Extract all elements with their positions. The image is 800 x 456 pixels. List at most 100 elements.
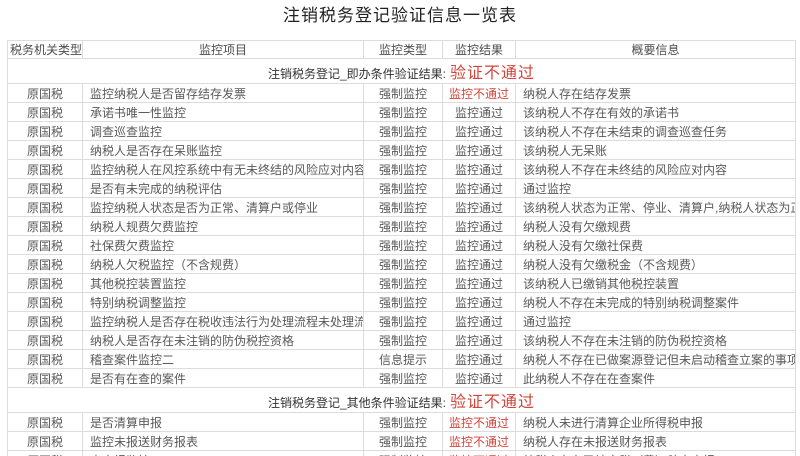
cell-monitor-result: 监控通过 — [442, 349, 516, 369]
verification-table: 税务机关类型 监控项目 监控类型 监控结果 概要信息 注销税务登记_即办条件验证… — [7, 40, 796, 456]
section-header-row-2: 注销税务登记_其他条件验证结果: 验证不通过 — [7, 387, 796, 413]
cell-authority: 原国税 — [7, 83, 83, 103]
cell-summary: 纳税人存在已认定税（费）种未申报 — [515, 450, 796, 456]
data-row: 原国税 调查巡查监控 强制监控 监控通过 该纳税人不存在未结束的调查巡查任务 — [7, 121, 796, 141]
data-row: 原国税 纳税人是否存在未注销的防伪税控资格 强制监控 监控通过 该纳税人不存在未注销的防… — [7, 330, 796, 350]
header-monitor-result: 监控结果 — [442, 40, 516, 59]
cell-monitor-item: 纳税人是否存在呆账监控 — [82, 140, 364, 160]
cell-summary: 该纳税人状态为正常、停业、清算户,纳税人状态为正常 — [515, 197, 796, 217]
data-row: 原国税 监控未报送财务报表 强制监控 监控不通过 纳税人存在未报送财务报表 — [7, 431, 796, 451]
cell-summary: 纳税人未进行清算企业所得税申报 — [515, 412, 796, 432]
cell-monitor-result: 监控通过 — [442, 368, 516, 388]
cell-summary: 该纳税人无呆账 — [515, 140, 796, 160]
cell-authority: 原国税 — [7, 140, 83, 160]
data-row: 原国税 纳税人欠税监控（不含规费） 强制监控 监控通过 纳税人没有欠缴税金（不含规费） — [7, 254, 796, 274]
cell-monitor-item: 纳税人欠税监控（不含规费） — [82, 254, 364, 274]
cell-monitor-type: 强制监控 — [363, 178, 443, 198]
table-header-row: 税务机关类型 监控项目 监控类型 监控结果 概要信息 — [7, 40, 796, 59]
cell-monitor-type: 强制监控 — [363, 450, 443, 456]
data-row: 原国税 其他税控装置监控 强制监控 监控通过 该纳税人已缴销其他税控装置 — [7, 273, 796, 293]
cell-authority: 原国税 — [7, 159, 83, 179]
cell-monitor-item: 社保费欠费监控 — [82, 235, 364, 255]
cell-monitor-result: 监控通过 — [442, 292, 516, 312]
section-label: 注销税务登记_即办条件验证结果: — [267, 67, 446, 81]
cell-monitor-type: 信息提示 — [363, 349, 443, 369]
cell-monitor-type: 强制监控 — [363, 102, 443, 122]
cell-monitor-result: 监控通过 — [442, 311, 516, 331]
cell-authority: 原国税 — [7, 431, 83, 451]
cell-summary: 纳税人没有欠缴规费 — [515, 216, 796, 236]
cell-monitor-type: 强制监控 — [363, 197, 443, 217]
cell-monitor-result: 监控不通过 — [442, 83, 516, 103]
cell-monitor-result: 监控通过 — [442, 273, 516, 293]
cell-monitor-type: 强制监控 — [363, 140, 443, 160]
cell-monitor-type: 强制监控 — [363, 292, 443, 312]
cell-authority: 原国税 — [7, 235, 83, 255]
cell-authority: 原国税 — [7, 102, 83, 122]
cell-authority: 原国税 — [7, 254, 83, 274]
cell-authority: 原国税 — [7, 330, 83, 350]
cell-monitor-item: 未申报监控 — [82, 450, 364, 456]
data-row: 原国税 监控纳税人在风控系统中有无未终结的风险应对内容 强制监控 监控通过 该纳税人不存… — [7, 159, 796, 179]
cell-monitor-result: 监控通过 — [442, 140, 516, 160]
section-header-cell: 注销税务登记_其他条件验证结果: 验证不通过 — [7, 387, 796, 413]
cell-summary: 该纳税人不存在未注销的防伪税控资格 — [515, 330, 796, 350]
data-row: 原国税 监控纳税人状态是否为正常、清算户或停业 强制监控 监控通过 该纳税人状态为正常、… — [7, 197, 796, 217]
cell-monitor-result: 监控通过 — [442, 102, 516, 122]
cell-summary: 纳税人存在结存发票 — [515, 83, 796, 103]
data-row: 原国税 社保费欠费监控 强制监控 监控通过 纳税人没有欠缴社保费 — [7, 235, 796, 255]
data-row: 原国税 纳税人规费欠费监控 强制监控 监控通过 纳税人没有欠缴规费 — [7, 216, 796, 236]
data-row: 原国税 是否有未完成的纳税评估 强制监控 监控通过 通过监控 — [7, 178, 796, 198]
data-row: 原国税 特别纳税调整监控 强制监控 监控通过 纳税人不存在未完成的特别纳税调整案件 — [7, 292, 796, 312]
section-result: 验证不通过 — [450, 65, 536, 82]
section-header-cell: 注销税务登记_即办条件验证结果: 验证不通过 — [7, 58, 796, 84]
cell-monitor-result: 监控不通过 — [442, 412, 516, 432]
cell-monitor-item: 是否有未完成的纳税评估 — [82, 178, 364, 198]
section-result: 验证不通过 — [450, 394, 536, 411]
cell-authority: 原国税 — [7, 412, 83, 432]
cell-monitor-result: 监控通过 — [442, 159, 516, 179]
cell-monitor-type: 强制监控 — [363, 273, 443, 293]
cell-summary: 该纳税人不存在有效的承诺书 — [515, 102, 796, 122]
data-row: 原国税 监控纳税人是否留存结存发票 强制监控 监控不通过 纳税人存在结存发票 — [7, 83, 796, 103]
cell-monitor-type: 强制监控 — [363, 159, 443, 179]
data-row: 原国税 稽查案件监控二 信息提示 监控通过 纳税人不存在已做案源登记但未启动稽查立案的事… — [7, 349, 796, 369]
cell-monitor-type: 强制监控 — [363, 83, 443, 103]
cell-monitor-result: 监控通过 — [442, 178, 516, 198]
cell-monitor-item: 调查巡查监控 — [82, 121, 364, 141]
cell-authority: 原国税 — [7, 450, 83, 456]
cell-monitor-type: 强制监控 — [363, 216, 443, 236]
cell-monitor-item: 是否有在查的案件 — [82, 368, 364, 388]
section-header-row-1: 注销税务登记_即办条件验证结果: 验证不通过 — [7, 58, 796, 84]
cell-authority: 原国税 — [7, 292, 83, 312]
cell-summary: 纳税人存在未报送财务报表 — [515, 431, 796, 451]
cell-monitor-result: 监控不通过 — [442, 450, 516, 456]
data-row: 原国税 承诺书唯一性监控 强制监控 监控通过 该纳税人不存在有效的承诺书 — [7, 102, 796, 122]
cell-authority: 原国税 — [7, 273, 83, 293]
header-summary-info: 概要信息 — [515, 40, 796, 59]
data-row: 原国税未申报监控强制监控监控不通过纳税人存在已认定税（费）种未申报 — [7, 450, 796, 456]
cell-summary: 纳税人不存在已做案源登记但未启动稽查立案的事项 — [515, 349, 796, 369]
header-authority-type: 税务机关类型 — [7, 40, 83, 59]
cell-monitor-result: 监控通过 — [442, 121, 516, 141]
cell-authority: 原国税 — [7, 121, 83, 141]
cell-monitor-type: 强制监控 — [363, 431, 443, 451]
cell-monitor-type: 强制监控 — [363, 254, 443, 274]
header-monitor-item: 监控项目 — [82, 40, 364, 59]
cell-summary: 通过监控 — [515, 178, 796, 198]
cell-summary: 该纳税人已缴销其他税控装置 — [515, 273, 796, 293]
cell-monitor-result: 监控通过 — [442, 216, 516, 236]
cell-authority: 原国税 — [7, 368, 83, 388]
cell-monitor-item: 其他税控装置监控 — [82, 273, 364, 293]
cell-monitor-item: 是否清算申报 — [82, 412, 364, 432]
cell-monitor-type: 强制监控 — [363, 121, 443, 141]
cell-summary: 纳税人不存在未完成的特别纳税调整案件 — [515, 292, 796, 312]
cell-monitor-item: 纳税人规费欠费监控 — [82, 216, 364, 236]
cell-summary: 纳税人没有欠缴社保费 — [515, 235, 796, 255]
data-row: 原国税 监控纳税人是否存在税收违法行为处理流程未处理流程 强制监控 监控通过 通过监控 — [7, 311, 796, 331]
cell-monitor-type: 强制监控 — [363, 330, 443, 350]
section-label: 注销税务登记_其他条件验证结果: — [267, 396, 446, 410]
cell-summary: 纳税人没有欠缴税金（不含规费） — [515, 254, 796, 274]
cell-summary: 通过监控 — [515, 311, 796, 331]
cell-monitor-result: 监控通过 — [442, 235, 516, 255]
